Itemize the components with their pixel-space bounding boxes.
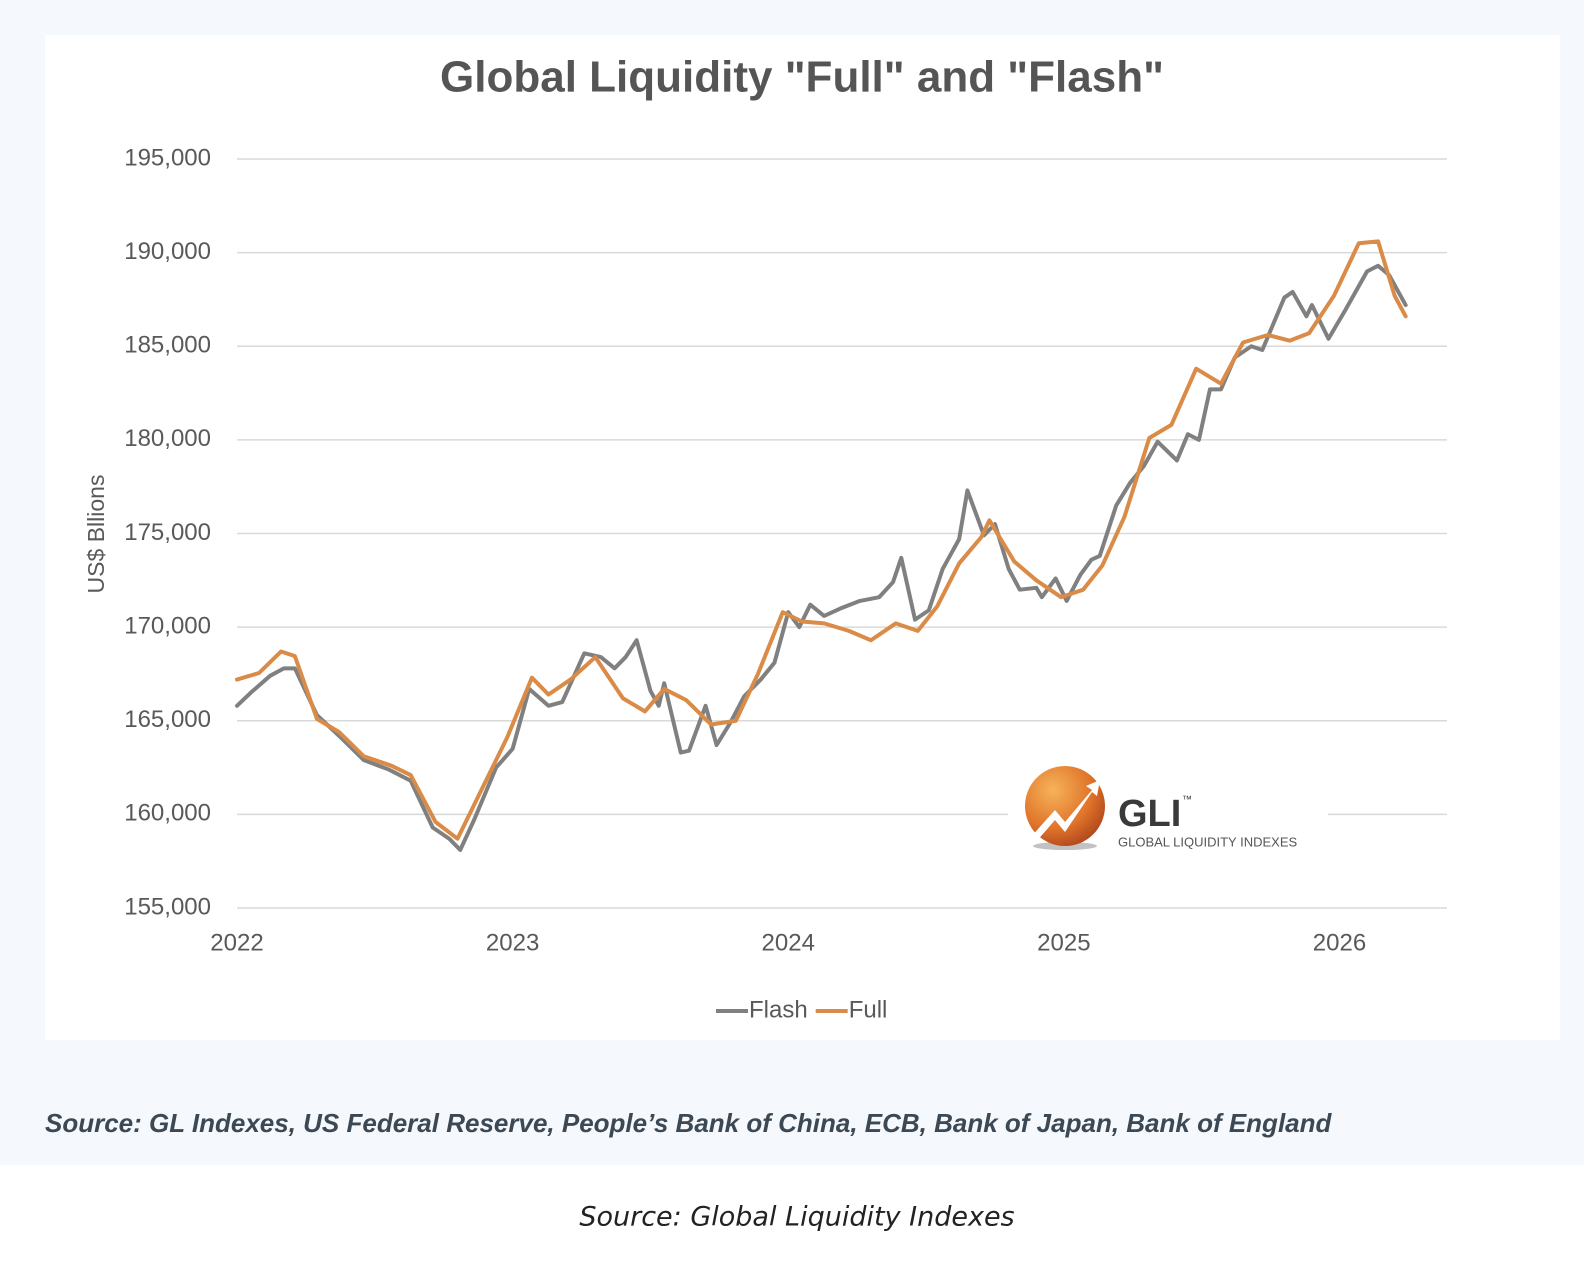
series-line (235, 239, 1408, 841)
y-tick-label: 155,000 (124, 893, 211, 920)
y-tick-label: 165,000 (124, 706, 211, 733)
y-tick-label: 160,000 (124, 800, 211, 827)
logo-subtitle: GLOBAL LIQUIDITY INDEXES (1118, 834, 1297, 849)
x-tick-label: 2024 (762, 929, 815, 956)
legend-label: Flash (749, 996, 808, 1023)
legend-label: Full (849, 996, 888, 1023)
logo-arrow (1030, 780, 1100, 842)
y-tick-label: 190,000 (124, 238, 211, 265)
x-tick-label: 2025 (1037, 929, 1090, 956)
y-tick-label: 170,000 (124, 612, 211, 639)
caption: Source: Global Liquidity Indexes (579, 1202, 1014, 1233)
logo: GLI ™ GLOBAL LIQUIDITY INDEXES (1008, 765, 1328, 855)
chart-title: Global Liquidity "Full" and "Flash" (440, 53, 1164, 102)
series-line (235, 263, 1408, 852)
y-tick-label: 180,000 (124, 425, 211, 452)
logo-trademark: ™ (1182, 795, 1192, 806)
source-note: Source: GL Indexes, US Federal Reserve, … (45, 1108, 1333, 1138)
x-tick-label: 2022 (210, 929, 263, 956)
plot-area: 155,000 160,000 165,000 170,000 175,000 180,0… (124, 144, 1447, 956)
x-tick-label: 2023 (486, 929, 539, 956)
chart-panel (45, 35, 1560, 1040)
y-tick-label: 185,000 (124, 332, 211, 359)
y-axis-label: US$ Bllions (83, 475, 109, 594)
y-tick-label: 195,000 (124, 144, 211, 171)
y-tick-label: 175,000 (124, 519, 211, 546)
x-tick-label: 2026 (1313, 929, 1366, 956)
logo-name: GLI (1118, 793, 1181, 835)
